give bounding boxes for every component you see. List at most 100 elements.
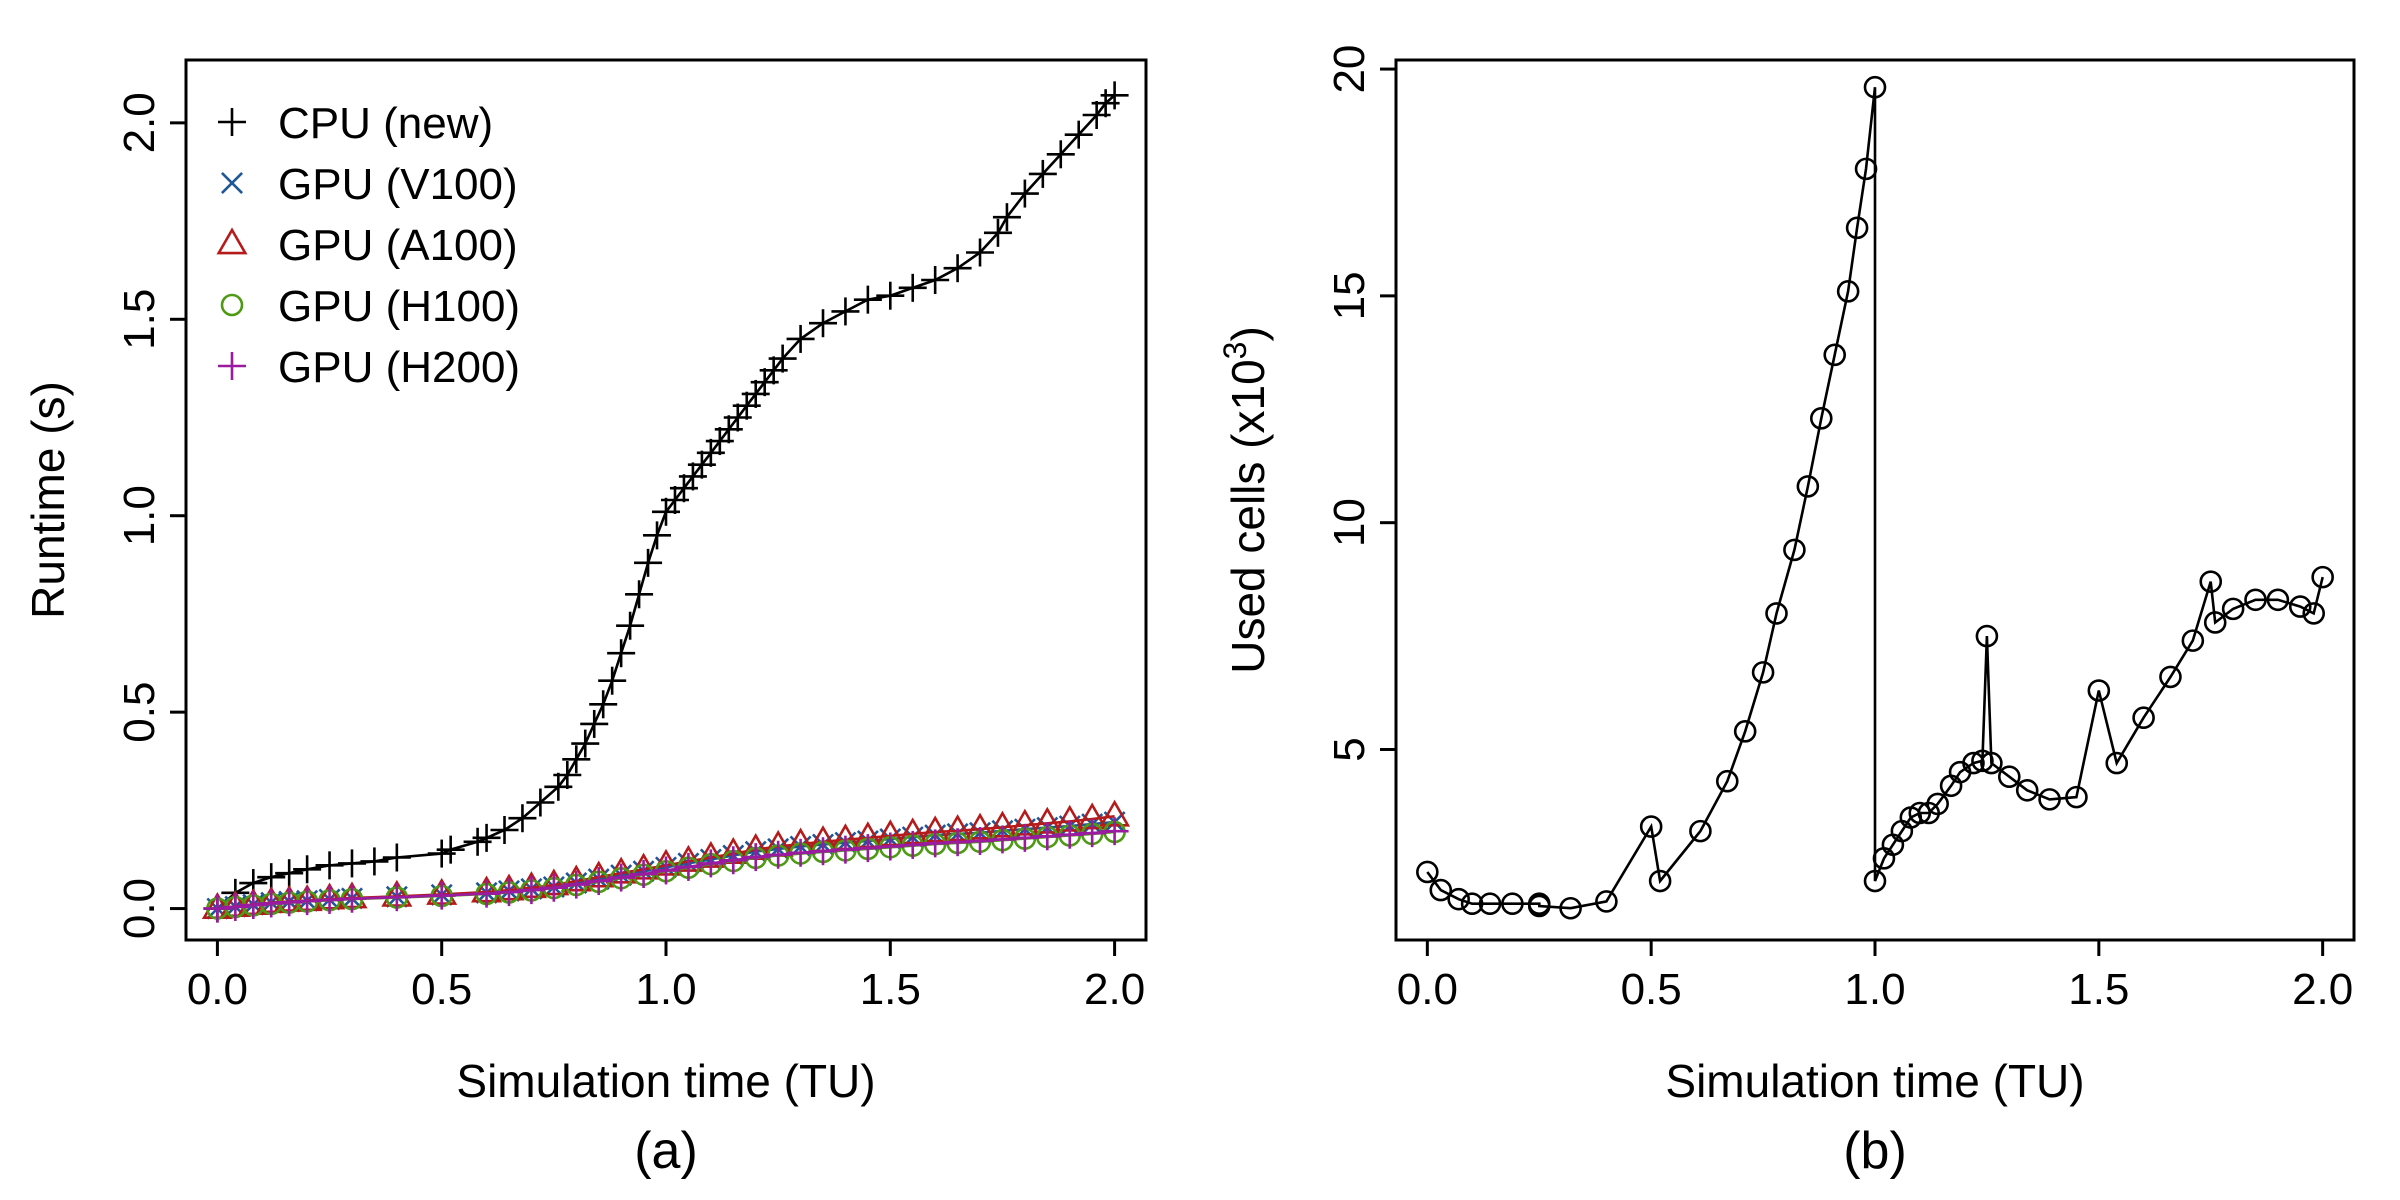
y-tick-label: 0.5 — [115, 682, 164, 743]
data-point — [472, 823, 501, 852]
data-point — [966, 827, 995, 855]
data-point — [580, 709, 609, 738]
data-point — [221, 893, 250, 921]
data-point — [517, 876, 546, 905]
data-point — [1854, 157, 1878, 181]
data-point — [2181, 629, 2205, 652]
legend-marker — [218, 352, 246, 380]
data-point — [768, 344, 797, 373]
x-axis-label-a: Simulation time (TU) — [456, 1055, 875, 1107]
data-point — [764, 840, 793, 869]
data-point — [427, 881, 456, 910]
legend-label: GPU (V100) — [278, 160, 518, 209]
data-point — [992, 203, 1021, 232]
data-point — [472, 879, 501, 908]
data-point — [1078, 819, 1107, 848]
data-point — [562, 745, 591, 774]
data-point — [831, 297, 860, 326]
legend-label: GPU (A100) — [278, 221, 518, 270]
data-point — [1997, 765, 2021, 789]
x-tick-label: 1.5 — [860, 965, 921, 1014]
data-point — [1501, 892, 1524, 916]
data-point — [625, 580, 654, 609]
data-point — [2087, 679, 2111, 702]
data-point — [2015, 779, 2039, 802]
legend-item: GPU (A100) — [216, 221, 518, 270]
legend-marker — [220, 293, 244, 317]
data-point — [1980, 751, 2003, 775]
data-point — [571, 729, 600, 758]
data-point — [1715, 769, 1739, 793]
data-point — [553, 761, 582, 789]
data-point — [719, 846, 748, 875]
data-point — [876, 281, 905, 310]
x-tick-label: 1.0 — [635, 965, 696, 1014]
x-axis-b: 0.0 0.5 1.0 1.5 2.0 — [1397, 940, 2353, 1014]
data-point — [988, 825, 1017, 854]
y-tick-label: 1.5 — [115, 289, 164, 350]
data-point — [2311, 565, 2334, 589]
legend-label: GPU (H200) — [278, 343, 520, 392]
data-point — [1010, 823, 1039, 852]
legend-item: CPU (new) — [218, 99, 493, 148]
x-tick-label: 2.0 — [2292, 965, 2353, 1014]
y-axis-label-b-exponent: 3 — [1217, 342, 1253, 360]
data-point — [2105, 751, 2129, 775]
data-point — [203, 894, 232, 923]
legend-item: GPU (H200) — [218, 343, 520, 392]
x-axis-label-b: Simulation time (TU) — [1665, 1055, 2084, 1107]
data-point — [2199, 570, 2223, 593]
data-point — [786, 838, 815, 867]
legend-item: GPU (V100) — [221, 160, 518, 209]
legend-label: GPU (H100) — [278, 282, 520, 331]
data-point — [853, 285, 882, 314]
x-tick-label: 0.5 — [411, 965, 472, 1014]
panel-label-b: (b) — [1843, 1122, 1907, 1180]
x-tick-label: 0.0 — [1397, 965, 1458, 1014]
data-point — [1100, 81, 1129, 110]
data-point — [1639, 815, 1663, 838]
data-point — [2203, 611, 2227, 634]
y-tick-label: 2.0 — [115, 92, 164, 153]
data-point — [2302, 602, 2326, 625]
data-point — [1796, 475, 1820, 498]
data-point — [983, 218, 1012, 247]
series-group-b — [1416, 75, 2334, 920]
data-point — [629, 860, 658, 888]
data-point — [1689, 819, 1712, 843]
data-point — [436, 835, 465, 864]
data-point — [696, 849, 725, 878]
series-group-a — [201, 81, 1131, 923]
data-point — [589, 690, 618, 719]
data-point — [1064, 120, 1093, 149]
data-point — [1836, 280, 1860, 303]
data-point — [1823, 343, 1847, 367]
data-point — [382, 843, 411, 872]
y-axis-b: 5 10 15 20 — [1325, 45, 1396, 762]
data-point — [634, 548, 663, 577]
legend-label: CPU (new) — [278, 99, 493, 148]
data-point — [1527, 894, 1551, 918]
data-point — [360, 847, 389, 876]
data-point — [494, 878, 523, 907]
y-axis-a: 0.0 0.5 1.0 1.5 2.0 — [115, 92, 186, 939]
data-point — [526, 788, 555, 817]
data-point — [809, 309, 838, 338]
x-tick-label: 1.0 — [1844, 965, 1905, 1014]
data-point — [2288, 595, 2312, 618]
data-point — [382, 883, 411, 912]
data-point — [337, 849, 366, 878]
x-axis-a: 0.0 0.5 1.0 1.5 2.0 — [187, 940, 1145, 1014]
x-tick-label: 0.5 — [1621, 965, 1682, 1014]
data-point — [2132, 706, 2155, 730]
data-point — [562, 870, 591, 899]
data-point — [674, 852, 703, 881]
legend-marker — [216, 227, 248, 255]
panel-label-a: (a) — [634, 1122, 698, 1180]
y-tick-label: 1.0 — [115, 485, 164, 546]
data-point — [1478, 892, 1502, 916]
data-point — [1033, 822, 1062, 851]
data-point — [1863, 869, 1887, 893]
y-axis-label-b-main: Used cells (x10 — [1222, 359, 1274, 673]
